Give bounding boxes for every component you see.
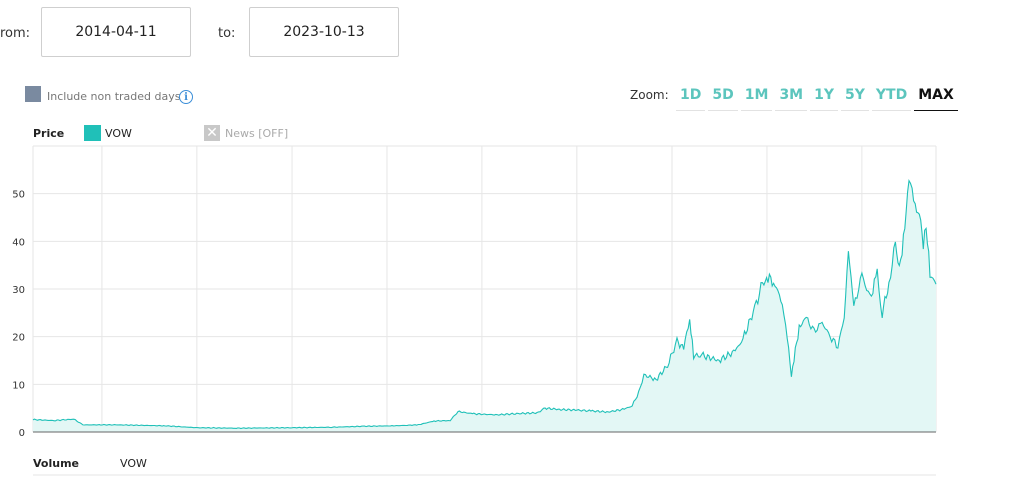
- price-area-fill: [33, 180, 936, 432]
- zoom-max-button[interactable]: MAX: [914, 84, 958, 111]
- y-tick-label: 50: [12, 190, 25, 201]
- series-color-swatch[interactable]: [84, 125, 101, 141]
- from-label: rom:: [0, 26, 31, 41]
- zoom-label: Zoom:: [630, 88, 669, 102]
- to-label: to:: [218, 26, 236, 41]
- y-tick-label: 30: [12, 285, 25, 296]
- price-line-vow: [32, 178, 937, 430]
- zoom-1y-button[interactable]: 1Y: [810, 84, 839, 111]
- legend-series-name[interactable]: VOW: [105, 127, 132, 140]
- y-axis-ticks: 0 10 20 30 40 50: [12, 190, 25, 439]
- close-icon[interactable]: ✕: [204, 125, 220, 141]
- info-icon[interactable]: i: [179, 90, 193, 104]
- volume-series-name: VOW: [120, 457, 147, 470]
- non-traded-days-label: Include non traded days: [47, 90, 181, 103]
- news-toggle-label[interactable]: News [OFF]: [225, 127, 289, 140]
- y-tick-label: 10: [12, 380, 25, 391]
- non-traded-days-checkbox[interactable]: [25, 86, 41, 102]
- y-tick-label: 0: [19, 428, 25, 439]
- y-tick-label: 40: [12, 237, 25, 248]
- volume-title: Volume: [33, 457, 79, 470]
- zoom-1d-button[interactable]: 1D: [676, 84, 706, 111]
- zoom-1m-button[interactable]: 1M: [740, 84, 773, 111]
- y-tick-label: 20: [12, 333, 25, 344]
- from-date-input[interactable]: 2014-04-11: [41, 7, 191, 57]
- zoom-5d-button[interactable]: 5D: [708, 84, 738, 111]
- price-legend-title: Price: [33, 127, 65, 140]
- zoom-ytd-button[interactable]: YTD: [871, 84, 912, 111]
- zoom-5y-button[interactable]: 5Y: [841, 84, 869, 111]
- zoom-3m-button[interactable]: 3M: [775, 84, 808, 111]
- zoom-buttons: 1D 5D 1M 3M 1Y 5Y YTD MAX: [676, 84, 961, 111]
- to-date-input[interactable]: 2023-10-13: [249, 7, 399, 57]
